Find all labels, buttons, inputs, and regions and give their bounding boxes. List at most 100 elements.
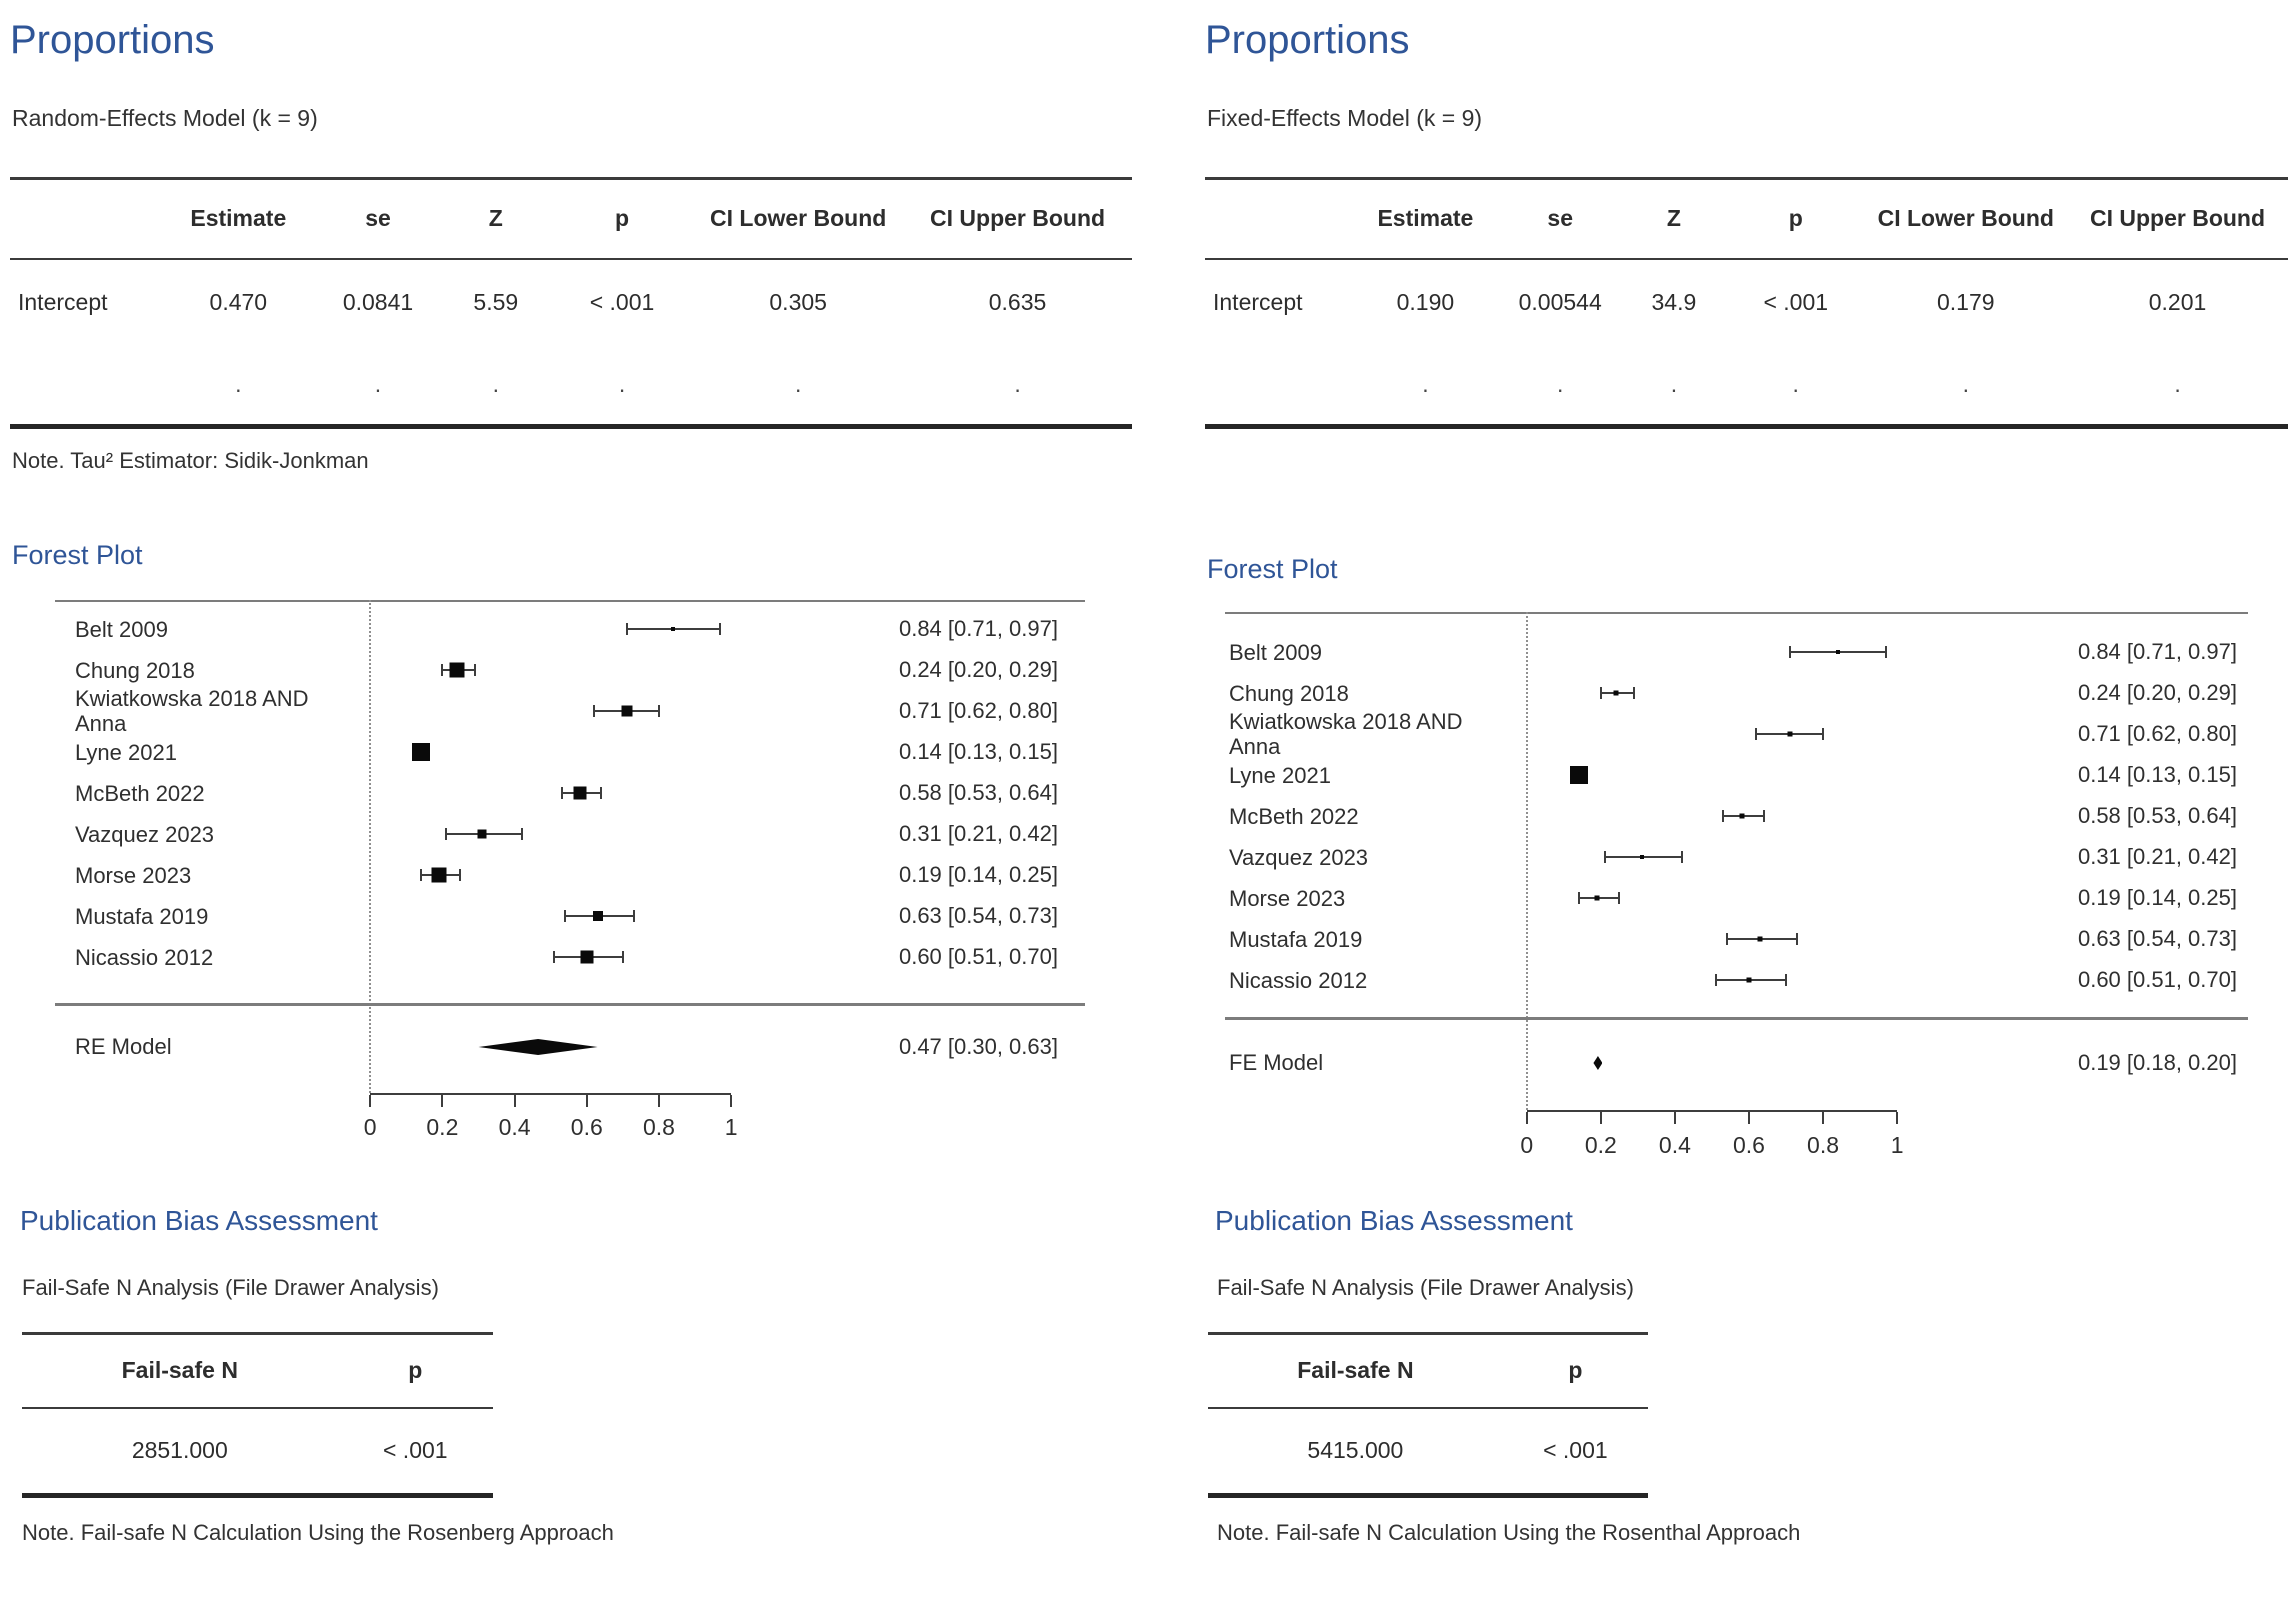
estimate-text: 0.84 [0.71, 0.97] <box>2077 639 2237 664</box>
ci-cap-right <box>1785 974 1787 986</box>
ci-cap-left <box>1722 810 1725 822</box>
axis-tick <box>1673 1112 1676 1124</box>
weight-square <box>431 867 447 883</box>
cell-value: 0.00544 <box>1518 288 1602 315</box>
axis-tick-label: 0 <box>363 1114 377 1140</box>
cell-value: 5415.000 <box>1307 1437 1404 1464</box>
cell-value: . <box>1557 370 1564 397</box>
x-axis <box>370 1093 732 1095</box>
publication-bias-title[interactable]: Publication Bias Assessment <box>20 1205 378 1236</box>
table-note: Note. Tau² Estimator: Sidik-Jonkman <box>12 448 369 473</box>
column-header: p <box>408 1357 423 1384</box>
estimate-text: 0.24 [0.20, 0.29] <box>898 657 1058 682</box>
ci-cap-left <box>1725 933 1728 945</box>
study-label: Vazquez 2023 <box>1229 844 1369 870</box>
cell-value: 5.59 <box>473 288 519 315</box>
table-row: ...... <box>1205 345 2288 427</box>
failsafe-note: Note. Fail-safe N Calculation Using the … <box>22 1520 614 1545</box>
cell-value: . <box>1792 370 1799 397</box>
table-row: Intercept 0.470 0.0841 5.59 < .001 0.305 0.635 <box>10 259 1132 345</box>
ci-cap-left <box>1714 974 1717 986</box>
column-header: se <box>365 205 391 232</box>
forest-plot-title[interactable]: Forest Plot <box>1207 554 1338 584</box>
study-label: Mustafa 2019 <box>1229 926 1363 952</box>
cell-value: < .001 <box>1763 288 1829 315</box>
axis-tick-label: 0.6 <box>1732 1132 1765 1158</box>
weight-square <box>592 911 603 921</box>
summary-estimate-text: 0.47 [0.30, 0.63] <box>898 1034 1058 1059</box>
weight-square <box>1594 895 1600 901</box>
cell-value: . <box>1422 370 1429 397</box>
estimate-text: 0.71 [0.62, 0.80] <box>2077 721 2237 746</box>
study-label: McBeth 2022 <box>1229 803 1359 829</box>
column-header: CI Upper Bound <box>2089 205 2266 232</box>
column-header: Estimate <box>1377 205 1474 232</box>
failsafe-note: Note. Fail-safe N Calculation Using the … <box>1217 1520 1801 1545</box>
ci-cap-right <box>1681 851 1684 863</box>
results-panel-random-effects: Proportions Random-Effects Model (k = 9)… <box>10 0 1132 1613</box>
forest-plot[interactable]: Belt 2009 0.84 [0.71, 0.97] Chung 2018 0.24… <box>1225 612 2248 1172</box>
axis-tick <box>1525 1112 1528 1124</box>
plot-top-border <box>1225 612 2248 614</box>
axis-tick <box>1822 1112 1825 1124</box>
weight-square <box>411 743 430 761</box>
weight-square <box>1787 731 1793 737</box>
column-header: p <box>1568 1357 1583 1384</box>
ci-cap-left <box>553 951 556 963</box>
study-label: Belt 2009 <box>1229 639 1322 665</box>
publication-bias-title[interactable]: Publication Bias Assessment <box>1215 1205 1573 1236</box>
analysis-title[interactable]: Proportions <box>1205 18 1410 62</box>
column-header: CI Upper Bound <box>930 205 1106 232</box>
cell-value: 0.201 <box>2148 288 2207 315</box>
zero-reference-line <box>369 600 372 1093</box>
ci-cap-left <box>441 664 444 676</box>
ci-cap-right <box>1796 933 1799 945</box>
weight-square <box>1613 690 1619 696</box>
summary-estimate-text: 0.19 [0.18, 0.20] <box>2077 1050 2237 1075</box>
summary-diamond <box>478 1039 598 1055</box>
forest-plot-title[interactable]: Forest Plot <box>12 540 143 570</box>
summary-separator-line <box>1225 1017 2248 1020</box>
ci-cap-right <box>632 910 635 922</box>
axis-tick-label: 0.2 <box>426 1114 459 1140</box>
column-header: se <box>1547 205 1573 232</box>
study-label: Morse 2023 <box>1229 885 1346 911</box>
study-label: Kwiatkowska 2018 AND Anna <box>1229 709 1463 759</box>
study-label: Vazquez 2023 <box>75 821 215 847</box>
ci-cap-right <box>473 664 476 676</box>
ci-cap-left <box>625 623 628 635</box>
ci-cap-right <box>1633 687 1636 699</box>
ci-cap-right <box>1822 728 1825 740</box>
cell-value: 0.0841 <box>342 288 414 315</box>
weight-square <box>1569 766 1588 784</box>
estimate-text: 0.31 [0.21, 0.42] <box>898 821 1058 846</box>
ci-cap-left <box>1577 892 1580 904</box>
column-header: Fail-safe N <box>121 1357 238 1384</box>
column-header <box>1205 179 1351 259</box>
cell-value: . <box>2174 370 2181 397</box>
plot-top-border <box>55 600 1085 602</box>
weight-square <box>477 829 487 839</box>
cell-value: . <box>1962 370 1969 397</box>
cell-value: . <box>794 370 802 397</box>
failsafe-table[interactable]: Fail-safe N p 2851.000 < .001 <box>22 1332 493 1498</box>
ci-cap-right <box>600 787 603 799</box>
column-header: CI Lower Bound <box>1877 205 2054 232</box>
axis-tick <box>513 1095 516 1107</box>
axis-tick-label: 0.4 <box>498 1114 531 1140</box>
model-label: Random-Effects Model (k = 9) <box>12 105 318 131</box>
forest-plot[interactable]: Belt 2009 0.84 [0.71, 0.97] Chung 2018 0.24… <box>55 600 1085 1160</box>
cell-value: 0.190 <box>1396 288 1455 315</box>
failsafe-table[interactable]: Fail-safe N p 5415.000 < .001 <box>1208 1332 1648 1498</box>
ci-cap-right <box>520 828 523 840</box>
study-label: Lyne 2021 <box>1229 762 1331 788</box>
ci-cap-left <box>1599 687 1602 699</box>
ci-cap-right <box>621 951 624 963</box>
axis-tick <box>441 1095 444 1107</box>
cell-value: < .001 <box>1543 1437 1608 1464</box>
ci-cap-left <box>444 828 447 840</box>
analysis-title[interactable]: Proportions <box>10 18 215 62</box>
